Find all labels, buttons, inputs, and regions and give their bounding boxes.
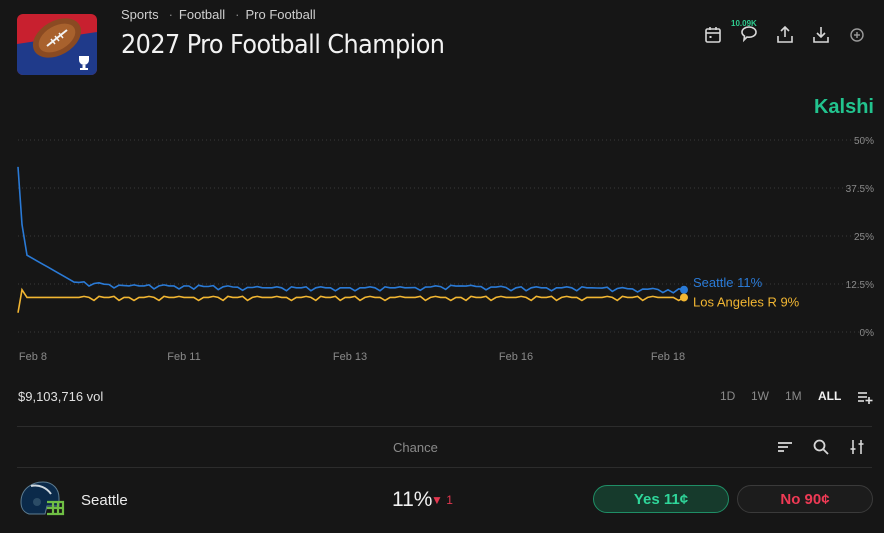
series-line (17, 166, 685, 294)
series-label: Seattle 11% (693, 275, 763, 290)
divider (17, 426, 872, 427)
comment-count-badge: 10.09K (731, 19, 757, 28)
share-icon[interactable] (774, 24, 796, 46)
breadcrumb-pro-football[interactable]: Pro Football (245, 7, 316, 22)
calendar-icon[interactable] (702, 24, 724, 46)
chance-change: ▼ 1 (431, 493, 453, 507)
add-to-list-icon[interactable] (856, 388, 874, 406)
page-title: 2027 Pro Football Champion (121, 30, 445, 60)
sort-icon[interactable] (775, 437, 795, 457)
divider (17, 467, 872, 468)
series-line (17, 287, 685, 313)
comment-icon[interactable] (738, 24, 760, 46)
y-tick-label: 25% (854, 232, 874, 243)
brand-logo: Kalshi (813, 96, 874, 118)
buy-yes-button[interactable]: Yes 11¢ (593, 485, 729, 513)
y-tick-label: 50% (854, 136, 874, 147)
x-tick-label: Feb 13 (333, 351, 367, 363)
x-tick-label: Feb 11 (167, 351, 200, 363)
price-chart[interactable]: 50% 37.5% 25% 12.5% 0% Feb 8 Feb 11 Feb 13 Feb 1… (0, 128, 884, 368)
breadcrumb-sports[interactable]: Sports (121, 7, 159, 22)
market-image (17, 14, 97, 75)
team-helmet-icon (17, 480, 65, 520)
chance-column-header[interactable]: Chance (393, 440, 438, 455)
chance-value: 11% (392, 488, 433, 511)
team-name[interactable]: Seattle (81, 492, 128, 509)
breadcrumb-separator: · (235, 7, 240, 22)
download-icon[interactable] (810, 24, 832, 46)
x-tick-label: Feb 18 (651, 351, 685, 363)
range-1m[interactable]: 1M (785, 389, 802, 403)
search-icon[interactable] (811, 437, 831, 457)
add-icon[interactable] (846, 24, 868, 46)
series-label: Los Angeles R 9% (693, 294, 800, 309)
breadcrumb-football[interactable]: Football (178, 7, 226, 22)
series-endpoint (680, 285, 688, 294)
range-all[interactable]: ALL (818, 389, 842, 403)
y-tick-label: 12.5% (846, 280, 874, 291)
y-tick-label: 0% (860, 328, 875, 339)
buy-no-button[interactable]: No 90¢ (737, 485, 873, 513)
volume-label: $9,103,716 vol (18, 389, 104, 404)
x-tick-label: Feb 16 (499, 351, 533, 363)
breadcrumb: Sports · Football · Pro Football (121, 7, 320, 22)
series-endpoint (680, 293, 688, 302)
x-tick-label: Feb 8 (19, 351, 47, 363)
breadcrumb-separator: · (168, 7, 173, 22)
range-1w[interactable]: 1W (751, 389, 769, 403)
y-tick-label: 37.5% (846, 184, 874, 195)
filter-icon[interactable] (847, 437, 867, 457)
range-1d[interactable]: 1D (720, 389, 736, 403)
